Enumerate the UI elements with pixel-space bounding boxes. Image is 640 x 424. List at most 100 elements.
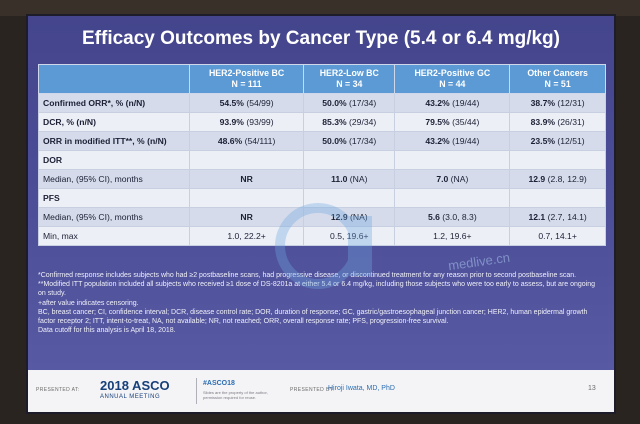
footnote-line: Data cutoff for this analysis is April 1… [38,327,176,335]
cell-value: 48.6% [217,136,243,146]
cell-value: 83.9% [530,117,555,127]
cell-detail: 1.2, 19.6+ [433,231,472,241]
table-row: Median, (95% CI), months NR 11.0 (NA) 7.0 (… [38,169,606,189]
column-header: HER2-Positive BC N = 111 [188,64,305,94]
table-cell: 12.9 (2.8, 12.9) [509,169,606,189]
table-cell: 85.3% (29/34) [303,112,396,132]
table-cell: 0.5, 19.6+ [303,226,396,246]
table-cell: 54.5% (54/99) [188,93,305,113]
table-cell: 5.6 (3.0, 8.3) [394,207,511,227]
cell-value: 43.2% [425,98,450,108]
cell-detail: 0.7, 14.1+ [538,231,577,241]
cell-detail: 0.5, 19.6+ [330,231,369,241]
column-header: HER2-Low BC N = 34 [303,64,396,94]
cell-value: 5.6 [427,212,440,222]
table-cell: 43.2% (19/44) [394,93,511,113]
cell-value: 38.7% [530,98,555,108]
cell-detail: (NA) [448,174,469,184]
cell-detail: (19/44) [449,98,480,108]
table-row: Median, (95% CI), months NR 12.9 (NA) 5.6 (… [38,207,606,227]
cell-detail: (12/31) [555,98,585,108]
table-cell: 50.0% (17/34) [303,93,396,113]
cell-value: 12.1 [528,212,546,222]
slide-footer: PRESENTED AT: 2018 ASCO ANNUAL MEETING #… [28,370,614,412]
efficacy-table: HER2-Positive BC N = 111 HER2-Low BC N = 34… [38,64,606,246]
table-cell: 7.0 (NA) [394,169,511,189]
cell-value: 23.5% [530,136,555,146]
footnote-line: *Confirmed response includes subjects wh… [38,272,577,279]
table-row: ORR in modified ITT**, % (n/N) 48.6% (54/… [38,131,606,151]
table-cell: 0.7, 14.1+ [509,226,606,246]
table-cell: 48.6% (54/111) [188,131,305,151]
cell-detail: 1.0, 22.2+ [227,231,266,241]
table-cell [394,150,511,170]
table-header-row: HER2-Positive BC N = 111 HER2-Low BC N = 34… [38,64,606,94]
table-row: DOR [38,150,606,170]
row-label: Median, (95% CI), months [38,207,190,227]
row-label: DOR [38,150,190,170]
table-cell: 23.5% (12/51) [509,131,606,151]
cell-value: 11.0 [331,174,348,184]
table-cell [188,150,305,170]
table-cell [188,188,305,208]
cell-value: 43.2% [425,136,450,146]
asco-logo-year: 2018 ASCO [100,378,170,393]
table-cell [394,188,511,208]
cell-value: 50.0% [322,136,347,146]
cell-detail: (19/44) [449,136,480,146]
table-cell [303,188,396,208]
cell-value: 12.9 [330,212,348,222]
cell-detail: (54/111) [242,136,276,146]
row-label: Min, max [38,226,190,246]
cell-detail: (NA) [347,174,368,184]
table-row: Confirmed ORR*, % (n/N) 54.5% (54/99) 50.0… [38,93,606,113]
cell-detail: (2.8, 12.9) [545,174,587,184]
cell-value: 7.0 [436,174,449,184]
asco-logo-subtitle: ANNUAL MEETING [100,394,161,400]
table-cell: 93.9% (93/99) [188,112,305,132]
cell-value: 12.9 [528,174,546,184]
cell-detail: (26/31) [555,117,585,127]
room-background [0,0,640,16]
meeting-hashtag: #ASCO18 [203,380,235,387]
presented-by-label: PRESENTED BY: [290,387,335,393]
presented-at-label: PRESENTED AT: [36,387,80,393]
row-label: Median, (95% CI), months [38,169,190,189]
table-cell: NR [188,169,305,189]
row-label: DCR, % (n/N) [38,112,190,132]
presenter-name: Hiroji Iwata, MD, PhD [328,385,395,392]
cell-detail: (54/99) [243,98,274,108]
table-body: Confirmed ORR*, % (n/N) 54.5% (54/99) 50.0… [38,93,606,246]
table-cell: 12.1 (2.7, 14.1) [509,207,606,227]
cell-value: 79.5% [425,117,450,127]
table-cell: 1.2, 19.6+ [394,226,511,246]
slide-title: Efficacy Outcomes by Cancer Type (5.4 or… [82,28,560,49]
table-row: DCR, % (n/N) 93.9% (93/99) 85.3% (29/34) 79… [38,112,606,132]
cell-detail: (35/44) [449,117,480,127]
cell-detail: (17/34) [346,136,377,146]
row-label: Confirmed ORR*, % (n/N) [38,93,190,113]
cell-value: 85.3% [322,117,347,127]
table-cell: 38.7% (12/31) [509,93,606,113]
cell-value: 50.0% [322,98,347,108]
row-label: ORR in modified ITT**, % (n/N) [38,131,190,151]
footnote-line: +after value indicates censoring. [38,299,139,307]
cell-detail: (17/34) [346,98,377,108]
table-cell: NR [188,207,305,227]
footnote-line: **Modified ITT population included all s… [38,281,596,298]
column-header: HER2-Positive GC N = 44 [394,64,511,94]
cell-value: NR [240,212,253,222]
footnote-line: BC, breast cancer; CI, confidence interv… [38,308,588,326]
row-label: PFS [38,188,190,208]
table-row: Min, max 1.0, 22.2+ 0.5, 19.6+ 1.2, 19.6+ 0.… [38,226,606,246]
table-cell [303,150,396,170]
table-cell: 12.9 (NA) [303,207,396,227]
cell-detail: (29/34) [346,117,377,127]
table-cell: 11.0 (NA) [303,169,396,189]
reuse-note: Slides are the property of the author, p… [203,390,268,400]
cell-detail: (93/99) [243,117,274,127]
table-cell [509,150,606,170]
table-cell: 83.9% (26/31) [509,112,606,132]
table-cell: 79.5% (35/44) [394,112,511,132]
cell-detail: (3.0, 8.3) [439,212,477,222]
